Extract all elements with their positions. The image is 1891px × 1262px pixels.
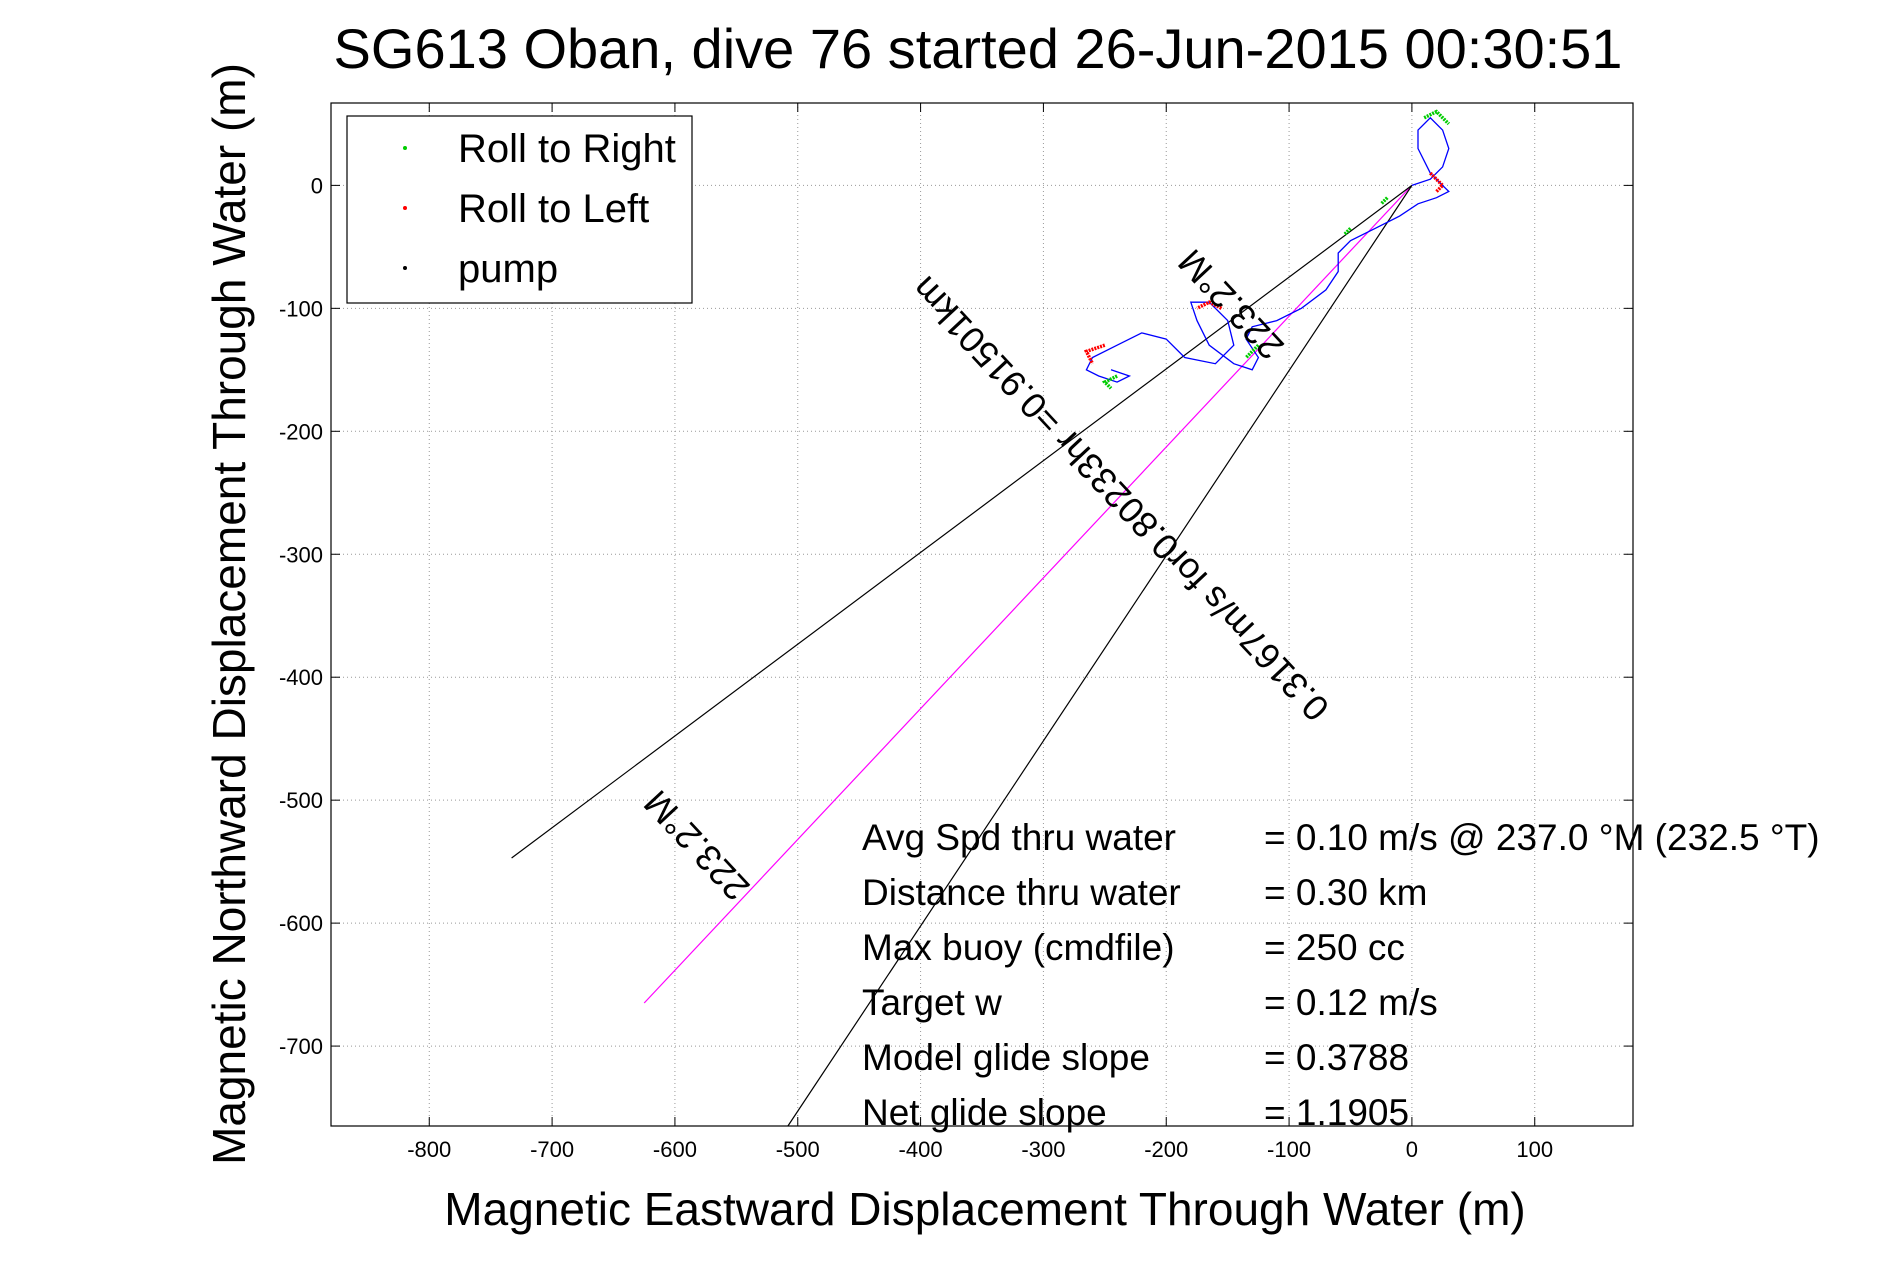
legend: Roll to Right Roll to Left pump	[346, 115, 693, 304]
y-tick-label: 0	[311, 173, 323, 198]
y-tick-label: -400	[279, 665, 323, 690]
bearing-line-limit-2	[787, 185, 1413, 1127]
summary-label: Distance thru water	[862, 872, 1181, 913]
roll-left-segment	[1196, 300, 1223, 310]
y-axis-label: Magnetic Northward Displacement Through …	[203, 63, 255, 1165]
x-tick-label: -700	[530, 1137, 574, 1162]
x-tick-label: -200	[1144, 1137, 1188, 1162]
summary-value: = 250 cc	[1264, 927, 1405, 968]
x-tick-label: -400	[899, 1137, 943, 1162]
axis-ticks: -800 -700 -600 -500 -400 -300 -200 -100 0 100 0 -10…	[279, 103, 1633, 1162]
y-tick-label: -600	[279, 911, 323, 936]
x-tick-label: -800	[407, 1137, 451, 1162]
legend-marker	[403, 146, 407, 150]
grid	[331, 103, 1633, 1126]
x-tick-label: 100	[1516, 1137, 1553, 1162]
summary-label: Target w	[862, 982, 1002, 1023]
y-tick-label: -300	[279, 542, 323, 567]
summary-value: = 0.10 m/s @ 237.0 °M (232.5 °T)	[1264, 817, 1820, 858]
axes-frame	[330, 102, 1634, 1127]
y-tick-label: -100	[279, 296, 323, 321]
summary-label: Max buoy (cmdfile)	[862, 927, 1175, 968]
plot-lines	[511, 109, 1451, 1127]
summary-label: Net glide slope	[862, 1092, 1107, 1133]
y-tick-label: -200	[279, 419, 323, 444]
x-tick-label: 0	[1406, 1137, 1418, 1162]
x-tick-label: -300	[1021, 1137, 1065, 1162]
roll-right-segment	[1379, 196, 1389, 206]
legend-label: Roll to Left	[458, 187, 649, 231]
summary-value: = 0.30 km	[1264, 872, 1428, 913]
x-tick-label: -600	[653, 1137, 697, 1162]
roll-right-segment	[1101, 374, 1118, 390]
summary-label: Avg Spd thru water	[862, 817, 1176, 858]
track-line	[1085, 116, 1450, 383]
bearing-line-course	[643, 184, 1413, 1004]
x-tick-label: -100	[1267, 1137, 1311, 1162]
chart-title: SG613 Oban, dive 76 started 26-Jun-2015 …	[334, 17, 1623, 80]
summary-value: = 1.1905	[1264, 1092, 1409, 1133]
roll-right-segment	[1423, 109, 1451, 126]
summary-value: = 0.3788	[1264, 1037, 1409, 1078]
x-tick-label: -500	[776, 1137, 820, 1162]
y-tick-label: -500	[279, 788, 323, 813]
summary-block: Avg Spd thru water = 0.10 m/s @ 237.0 °M …	[862, 817, 1820, 1133]
legend-label: pump	[458, 247, 558, 291]
roll-right-segment	[1343, 227, 1352, 236]
summary-label: Model glide slope	[862, 1037, 1150, 1078]
legend-marker	[403, 266, 407, 270]
summary-value: = 0.12 m/s	[1264, 982, 1438, 1023]
y-tick-label: -700	[279, 1034, 323, 1059]
legend-marker	[403, 206, 407, 210]
bearing-line-limit-1	[511, 184, 1413, 859]
x-axis-label: Magnetic Eastward Displacement Through W…	[444, 1183, 1525, 1235]
legend-label: Roll to Right	[458, 127, 676, 171]
roll-left-segment	[1083, 343, 1106, 365]
